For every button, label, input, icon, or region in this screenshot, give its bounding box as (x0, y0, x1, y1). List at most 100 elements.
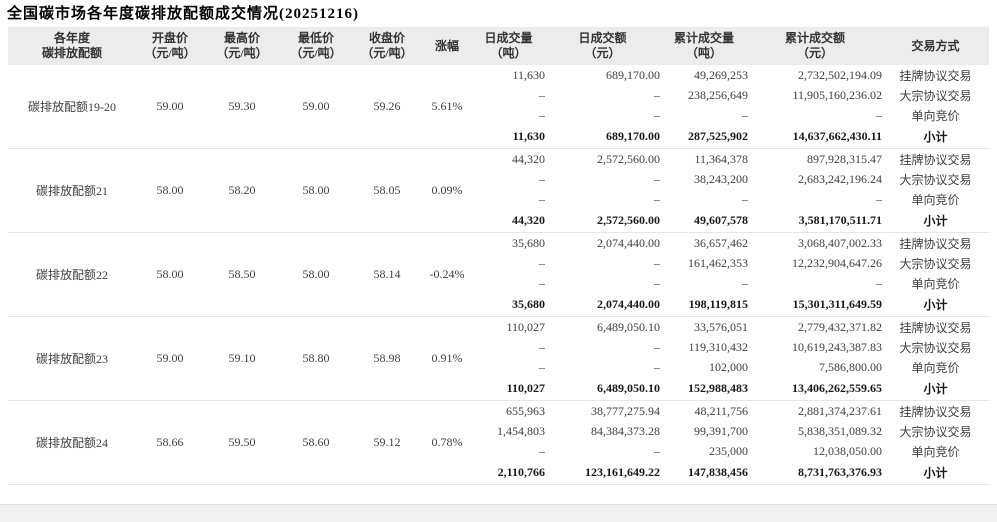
trade-method-cell: 单向竞价 (911, 444, 960, 459)
daily-volume-cell: – (539, 443, 545, 458)
low-price-cell: 58.00 (280, 232, 352, 317)
data-row: 碳排放配额22 58.00 58.50 58.00 58.14 -0.24% 35,680 2… (8, 232, 989, 317)
daily-volume-cell: 110,027 (472, 316, 545, 337)
quota-name-cell: 碳排放配额24 (8, 400, 136, 485)
cumulative-amount-cell: – (876, 275, 882, 290)
column-header-line1: 各年度 (53, 31, 90, 45)
daily-amount-cell: – (654, 87, 660, 102)
daily-volume-cell: – (539, 275, 545, 290)
daily-amount-cell: – (654, 191, 660, 206)
change-cell: 0.91% (422, 316, 472, 401)
daily-volume-cell: – (539, 191, 545, 206)
subtotal-row: 2,110,766 123,161,649.22 147,838,456 8,731,… (8, 461, 989, 485)
column-header-line1: 最高价 (223, 31, 260, 45)
cumulative-volume-cell: – (742, 107, 748, 122)
data-row: – – – – 单向竞价 (8, 105, 989, 125)
data-row: – – 161,462,353 12,232,904,647.26 大宗协议交易 (8, 253, 989, 273)
cumulative-amount-cell: 8,731,763,376.93 (798, 465, 882, 479)
daily-volume-cell: – (539, 255, 545, 270)
daily-amount-cell: – (654, 339, 660, 354)
cumulative-amount-cell: 3,581,170,511.71 (798, 213, 882, 227)
column-header-line1: 开盘价 (151, 31, 188, 45)
daily-amount-cell: 689,170.00 (606, 67, 660, 82)
open-price-cell: 59.00 (156, 99, 184, 113)
cumulative-amount-cell: 2,732,502,194.09 (798, 67, 882, 82)
daily-volume-cell: 11,630 (512, 129, 545, 143)
column-header-line2: （元） (584, 46, 621, 60)
column-header: 日成交量 （吨） (472, 27, 545, 65)
cumulative-volume-cell: 49,607,578 (694, 213, 748, 227)
cumulative-volume-cell: – (742, 275, 748, 290)
column-header-line2: （元/吨） (361, 46, 413, 60)
cumulative-volume-cell: 161,462,353 (688, 255, 748, 270)
daily-volume-cell: – (539, 171, 545, 186)
cumulative-volume-cell: 235,000 (709, 443, 748, 458)
open-price-cell: 58.00 (136, 232, 204, 317)
daily-volume-cell: – (539, 339, 545, 354)
daily-volume-cell: – (539, 87, 545, 102)
cumulative-amount-cell: 10,619,243,387.83 (792, 339, 882, 354)
close-price-cell: 58.14 (352, 232, 422, 317)
daily-amount-cell: – (654, 443, 660, 458)
daily-volume-cell: 35,680 (512, 297, 545, 311)
column-header-line2: （元/吨） (290, 46, 342, 60)
open-price-cell: 58.66 (136, 400, 204, 485)
data-row: 碳排放配额23 59.00 59.10 58.80 58.98 0.91% 110,027 6… (8, 316, 989, 401)
column-header: 累计成交量 （吨） (660, 27, 748, 65)
data-row: – – 38,243,200 2,683,242,196.24 大宗协议交易 (8, 169, 989, 189)
daily-amount-cell: 689,170.00 (606, 129, 660, 143)
cumulative-volume-cell: 36,657,462 (660, 232, 748, 253)
low-price-cell: 58.80 (280, 316, 352, 401)
trade-method-cell: 挂牌协议交易 (882, 316, 989, 337)
daily-amount-cell: – (654, 359, 660, 374)
trade-method-cell: 小计 (923, 466, 948, 480)
data-row: 碳排放配额21 58.00 58.20 58.00 58.05 0.09% 44,320 2,… (8, 148, 989, 233)
quota-block: 碳排放配额24 58.66 59.50 58.60 59.12 0.78% 655,963 3… (8, 400, 989, 485)
cumulative-amount-cell: 897,928,315.47 (748, 148, 882, 169)
quota-block: 碳排放配额21 58.00 58.20 58.00 58.05 0.09% 44,320 2,… (8, 148, 989, 233)
close-price-cell: 58.98 (352, 316, 422, 401)
daily-amount-cell: – (654, 171, 660, 186)
column-header: 最低价 （元/吨） (280, 27, 352, 65)
data-row: – – – – 单向竞价 (8, 273, 989, 293)
trade-method-cell: 挂牌协议交易 (882, 232, 989, 253)
trade-method-cell: 大宗协议交易 (899, 340, 972, 355)
subtotal-row: 35,680 2,074,440.00 198,119,815 15,301,311,… (8, 293, 989, 317)
data-row: – – 238,256,649 11,905,160,236.02 大宗协议交易 (8, 85, 989, 105)
data-row: 1,454,803 84,384,373.28 99,391,700 5,838,35… (8, 421, 989, 441)
trade-method-cell: 大宗协议交易 (899, 256, 972, 271)
column-header-line2: （元） (796, 46, 833, 60)
cumulative-volume-cell: 48,211,756 (660, 400, 748, 421)
cumulative-volume-cell: 287,525,902 (688, 129, 748, 143)
cumulative-amount-cell: – (876, 107, 882, 122)
trade-method-cell: 单向竞价 (911, 360, 960, 375)
daily-amount-cell: 2,572,560.00 (597, 213, 660, 227)
daily-amount-cell: 84,384,373.28 (591, 423, 660, 438)
column-header-line1: 日成交量 (484, 31, 533, 45)
daily-volume-cell: 1,454,803 (497, 423, 545, 438)
quota-name-cell: 碳排放配额21 (8, 148, 136, 233)
daily-volume-cell: 44,320 (472, 148, 545, 169)
trade-method-cell: 小计 (923, 130, 948, 144)
open-price-cell: 58.00 (136, 148, 204, 233)
close-price-cell: 59.26 (373, 99, 401, 113)
quota-name-cell: 碳排放配额22 (8, 232, 136, 317)
cumulative-amount-cell: 12,232,904,647.26 (792, 255, 882, 270)
data-row: 碳排放配额24 58.66 59.50 58.60 59.12 0.78% 655,963 3… (8, 400, 989, 485)
cumulative-volume-cell: 152,988,483 (688, 381, 748, 395)
high-price-cell: 59.10 (204, 316, 280, 401)
trade-method-cell: 小计 (923, 214, 948, 228)
column-header: 开盘价 （元/吨） (136, 27, 204, 65)
cumulative-amount-cell: 3,068,407,002.33 (748, 232, 882, 253)
bottom-strip (0, 504, 997, 522)
daily-amount-cell: 6,489,050.10 (597, 381, 660, 395)
daily-volume-cell: 655,963 (472, 400, 545, 421)
trade-method-cell: 挂牌协议交易 (882, 148, 989, 169)
cumulative-volume-cell: 102,000 (709, 359, 748, 374)
header-row: 各年度 碳排放配额 开盘价 （元/吨） 最高价 （元/吨） 最低价 （元/吨） 收盘价 （元/吨）… (8, 27, 989, 65)
quota-block: 碳排放配额22 58.00 58.50 58.00 58.14 -0.24% 35,680 2… (8, 232, 989, 317)
daily-amount-cell: – (654, 255, 660, 270)
cumulative-amount-cell: 2,881,374,237.61 (748, 400, 882, 421)
quota-table: 各年度 碳排放配额 开盘价 （元/吨） 最高价 （元/吨） 最低价 （元/吨） 收盘价 （元/吨）… (8, 27, 989, 485)
data-row: – – 102,000 7,586,800.00 单向竞价 (8, 357, 989, 377)
